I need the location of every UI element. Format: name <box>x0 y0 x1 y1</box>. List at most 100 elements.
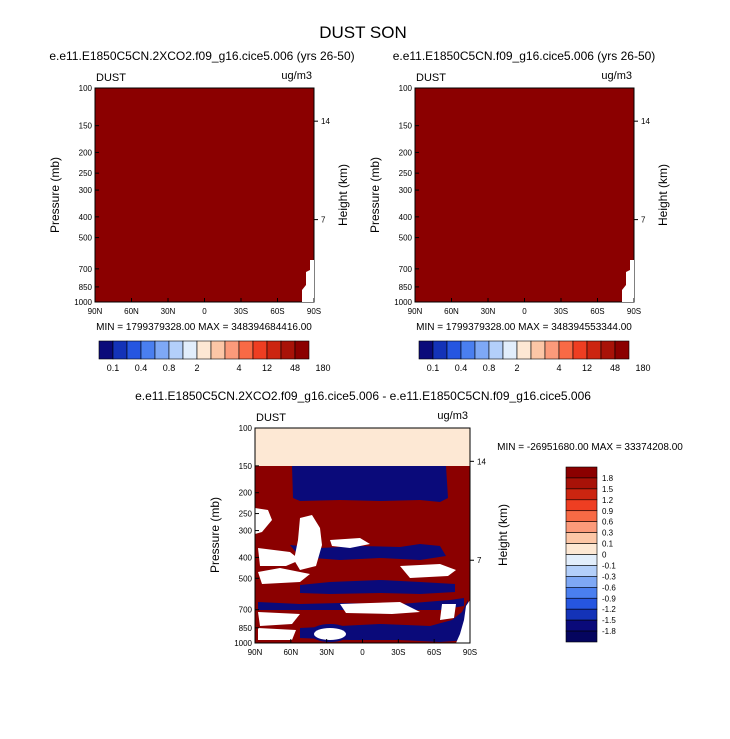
x-tick-label: 0 <box>360 648 365 657</box>
colorbar-label: 0.9 <box>602 507 614 516</box>
colorbar-label: 0.1 <box>107 363 120 373</box>
x-tick-label: 30N <box>161 307 176 316</box>
colorbar-swatch <box>460 340 476 360</box>
colorbar-swatch <box>558 340 574 360</box>
y-tick-label: 400 <box>239 553 253 562</box>
colorbar-label: 2 <box>194 363 199 373</box>
plot-field <box>94 87 315 303</box>
colorbar-label: 0.4 <box>135 363 148 373</box>
colorbar-swatch <box>98 340 114 360</box>
colorbar-swatch <box>530 340 546 360</box>
y2-tick-label: 7 <box>477 556 482 565</box>
colorbar-left: 0.1 0.4 0.8 2 4 12 48 180 <box>98 340 331 373</box>
y-axis-label: Pressure (mb) <box>208 497 222 573</box>
colorbar-label: 180 <box>315 363 330 373</box>
surface-mask <box>456 600 470 643</box>
y-tick-label: 300 <box>79 186 93 195</box>
y-tick-label: 250 <box>239 510 253 519</box>
colorbar-label: 48 <box>290 363 300 373</box>
y-tick-label: 1000 <box>74 298 92 307</box>
colorbar-label: 0.8 <box>163 363 176 373</box>
x-tick-label: 30N <box>319 648 334 657</box>
colorbar-swatch <box>565 565 598 577</box>
colorbar-swatch <box>224 340 240 360</box>
upper-band <box>255 428 470 466</box>
x-tick-label: 60N <box>283 648 298 657</box>
y-tick-label: 100 <box>399 84 413 93</box>
y-tick-label: 850 <box>79 283 93 292</box>
colorbar-difference: 1.8 1.5 1.2 0.9 0.6 0.3 0.1 0-0.1 -0.3 -0.6 -0.9 -1… <box>565 466 616 643</box>
colorbar-swatch <box>565 488 598 501</box>
panel-variable: DUST <box>256 412 286 424</box>
colorbar-label: 1.8 <box>602 474 614 483</box>
colorbar-swatch <box>572 340 588 360</box>
y-tick-label: 850 <box>239 624 253 633</box>
positive-region <box>314 628 346 640</box>
y2-tick-label: 7 <box>641 216 646 225</box>
positive-region <box>255 508 272 534</box>
y-tick-label: 400 <box>399 213 413 222</box>
colorbar-swatch <box>565 608 598 621</box>
colorbar-swatch <box>565 576 598 588</box>
colorbar-swatch <box>182 340 198 360</box>
colorbar-swatch <box>565 554 598 566</box>
x-tick-label: 0 <box>522 307 527 316</box>
colorbar-swatch <box>154 340 170 360</box>
colorbar-label: 4 <box>556 363 561 373</box>
panel-units: ug/m3 <box>281 70 312 82</box>
y-tick-label: 150 <box>239 462 253 471</box>
negative-region <box>300 580 455 594</box>
positive-region <box>340 602 420 614</box>
y-tick-label: 400 <box>79 213 93 222</box>
y-tick-label: 700 <box>239 606 253 615</box>
colorbar-label: -1.8 <box>602 627 616 636</box>
colorbar-label: -0.6 <box>602 583 616 592</box>
colorbar-label: 0.6 <box>602 518 614 527</box>
colorbar-label: 0.8 <box>483 363 496 373</box>
panel-variable: DUST <box>96 72 126 84</box>
colorbar-swatch <box>168 340 184 360</box>
y-tick-label: 1000 <box>234 639 252 648</box>
x-tick-label: 90S <box>627 307 641 316</box>
x-tick-label: 90N <box>88 307 103 316</box>
colorbar-label: -0.3 <box>602 572 616 581</box>
panel-title: e.e11.E1850C5CN.2XCO2.f09_g16.cice5.006 … <box>49 49 354 63</box>
colorbar-label: 1.2 <box>602 496 614 505</box>
colorbar-swatch <box>238 340 254 360</box>
colorbar-swatch <box>294 340 310 360</box>
positive-region <box>258 612 300 626</box>
positive-region <box>294 515 322 570</box>
colorbar-swatch <box>210 340 226 360</box>
colorbar-label: 4 <box>236 363 241 373</box>
y2-axis-label: Height (km) <box>656 164 670 226</box>
negative-region <box>290 544 446 560</box>
colorbar-label: 48 <box>610 363 620 373</box>
y-tick-label: 500 <box>399 234 413 243</box>
colorbar-swatch <box>112 340 128 360</box>
colorbar-label: 0.1 <box>427 363 440 373</box>
colorbar-swatch <box>565 521 598 533</box>
panel-units: ug/m3 <box>437 410 468 422</box>
difference-field <box>255 428 470 643</box>
y-tick-label: 200 <box>239 489 253 498</box>
x-tick-label: 60S <box>427 648 441 657</box>
x-tick-label: 30S <box>234 307 248 316</box>
x-tick-label: 60N <box>124 307 139 316</box>
colorbar-swatch <box>565 477 598 490</box>
colorbar-label: -1.2 <box>602 605 616 614</box>
x-tick-label: 60S <box>270 307 284 316</box>
colorbar-swatch <box>488 340 504 360</box>
colorbar-swatch <box>565 630 598 643</box>
panel-units: ug/m3 <box>601 70 632 82</box>
y2-tick-label: 14 <box>477 457 486 466</box>
panel-title: e.e11.E1850C5CN.2XCO2.f09_g16.cice5.006 … <box>135 389 591 403</box>
colorbar-swatch <box>565 510 598 522</box>
y-tick-label: 700 <box>79 265 93 274</box>
plot-field <box>414 87 635 303</box>
positive-region <box>440 604 456 620</box>
y-tick-label: 500 <box>79 234 93 243</box>
